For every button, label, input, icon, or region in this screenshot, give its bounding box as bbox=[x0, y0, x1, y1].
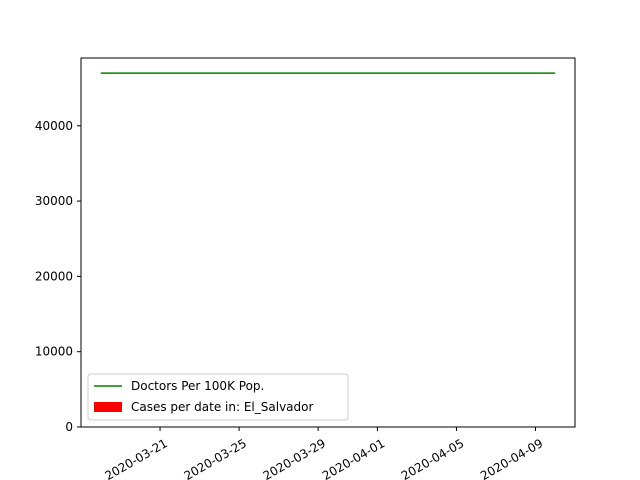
x-axis: 2020-03-21 2020-03-25 2020-03-292020-04-01… bbox=[103, 427, 545, 480]
x-tick-label: 2020-04-09 bbox=[478, 436, 545, 480]
legend-label: Cases per date in: El_Salvador bbox=[131, 400, 313, 414]
legend-box bbox=[87, 373, 349, 421]
legend-label: Doctors Per 100K Pop. bbox=[131, 379, 264, 393]
x-tick-label: 2020-04-01 bbox=[320, 436, 387, 480]
x-tick-label: 2020-03-29 bbox=[261, 436, 328, 480]
x-tick-label: 2020-04-05 bbox=[399, 436, 466, 480]
x-tick-label: 2020-03-25 bbox=[182, 436, 249, 480]
y-tick-label: 10000 bbox=[35, 345, 73, 359]
y-tick-label: 40000 bbox=[35, 119, 73, 133]
y-tick-label: 30000 bbox=[35, 194, 73, 208]
y-axis: 0 10000 20000 30000 40000 bbox=[35, 119, 81, 434]
plot-frame bbox=[80, 57, 576, 428]
legend: Doctors Per 100K Pop. Cases per date in: … bbox=[87, 373, 349, 421]
y-tick-label: 20000 bbox=[35, 269, 73, 283]
x-tick-label: 2020-03-21 bbox=[103, 436, 170, 480]
plot-area bbox=[80, 57, 576, 428]
y-tick-label: 0 bbox=[65, 420, 73, 434]
legend-bar-swatch bbox=[94, 402, 122, 412]
